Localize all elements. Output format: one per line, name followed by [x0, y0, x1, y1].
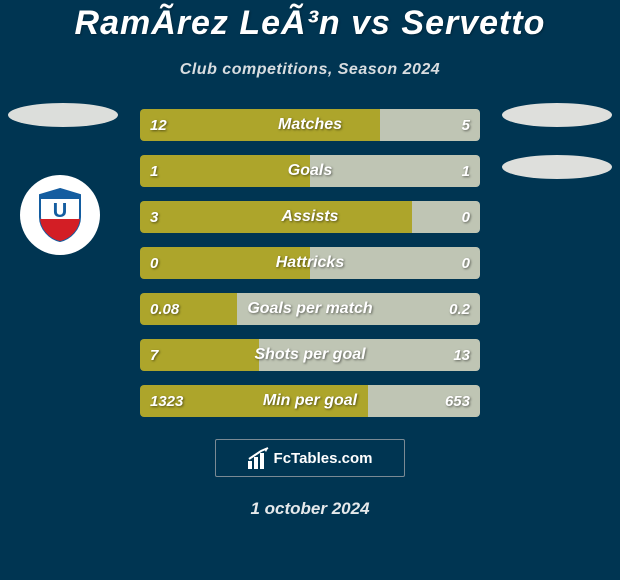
player-left-placeholder-icon: [8, 103, 118, 127]
stat-bar-right: [237, 293, 480, 325]
stat-bar-right: [368, 385, 480, 417]
stat-bar-left: [140, 293, 237, 325]
stat-bar-left: [140, 201, 412, 233]
stat-bar-left: [140, 247, 310, 279]
stat-row: Hattricks00: [140, 247, 480, 279]
stat-bar-right: [412, 201, 480, 233]
fctables-logo-icon: [248, 447, 270, 469]
stat-bar-right: [380, 109, 480, 141]
brand-text: FcTables.com: [274, 450, 373, 467]
stat-bar-right: [310, 155, 480, 187]
brand-footer[interactable]: FcTables.com: [215, 439, 405, 477]
page-title: RamÃ­rez LeÃ³n vs Servetto: [75, 4, 546, 43]
stat-bar-left: [140, 339, 259, 371]
page-subtitle: Club competitions, Season 2024: [180, 61, 440, 79]
stat-row: Min per goal1323653: [140, 385, 480, 417]
stat-row: Shots per goal713: [140, 339, 480, 371]
player-right-placeholder-2-icon: [502, 155, 612, 179]
comparison-infographic: RamÃ­rez LeÃ³n vs Servetto Club competit…: [0, 0, 620, 580]
club-badge-left: U: [20, 175, 100, 255]
stat-bar-left: [140, 155, 310, 187]
stat-row: Assists30: [140, 201, 480, 233]
stat-row: Goals11: [140, 155, 480, 187]
stat-row: Matches125: [140, 109, 480, 141]
stat-bar-right: [310, 247, 480, 279]
stat-bar-left: [140, 385, 368, 417]
stat-bar-right: [259, 339, 480, 371]
bars-list: Matches125 Goals11 Assists30 Hattricks00 Goa…: [140, 109, 480, 417]
stat-bar-left: [140, 109, 380, 141]
bars-section: U Matches125 Goals11 Assists30 Hattricks00 G…: [0, 109, 620, 417]
date-text: 1 october 2024: [250, 499, 369, 519]
svg-text:U: U: [53, 200, 67, 222]
player-right-placeholder-icon: [502, 103, 612, 127]
stat-row: Goals per match0.080.2: [140, 293, 480, 325]
club-shield-icon: U: [36, 187, 84, 243]
